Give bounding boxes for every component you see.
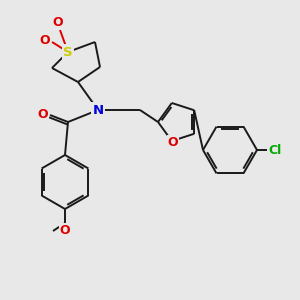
Text: N: N (92, 103, 104, 116)
Text: O: O (53, 16, 63, 28)
Text: O: O (38, 109, 48, 122)
Text: O: O (167, 136, 178, 148)
Text: S: S (63, 46, 73, 59)
Text: Cl: Cl (268, 143, 282, 157)
Text: O: O (60, 224, 70, 236)
Text: O: O (40, 34, 50, 47)
